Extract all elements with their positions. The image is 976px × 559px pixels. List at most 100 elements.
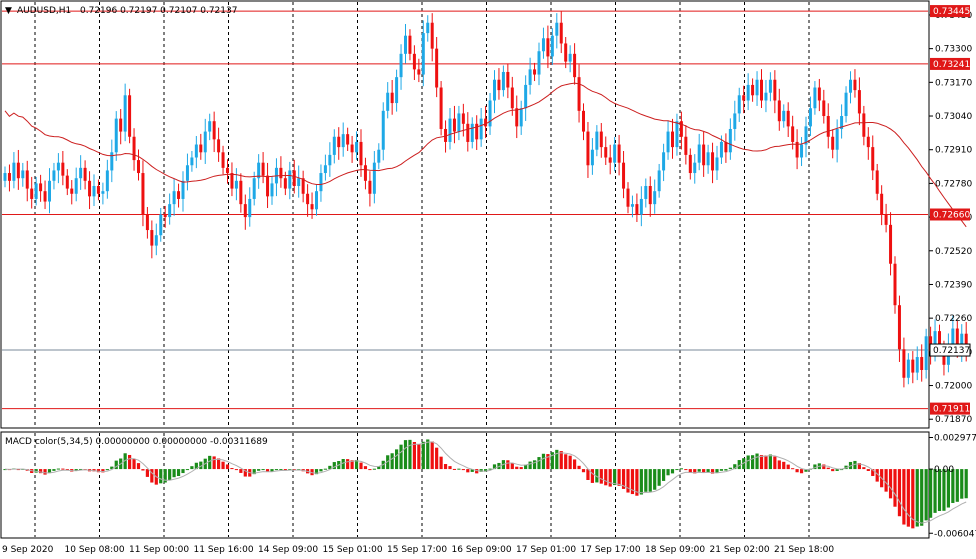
candle-body <box>461 113 465 124</box>
candle-body <box>395 77 399 104</box>
candle-body <box>279 167 283 179</box>
macd-bar <box>439 456 443 470</box>
macd-bar <box>710 469 715 474</box>
macd-bar <box>532 460 537 470</box>
macd-bar <box>546 454 550 470</box>
candle-body <box>840 116 844 129</box>
candle-body <box>595 131 599 150</box>
macd-bar <box>590 469 594 483</box>
macd-bar <box>951 469 955 503</box>
x-tick-label: 15 Sep 17:00 <box>387 545 447 555</box>
candle-body <box>844 92 848 117</box>
macd-bar <box>105 469 109 471</box>
macd-bar <box>492 464 497 470</box>
macd-bar <box>804 469 808 472</box>
candle-body <box>359 141 363 166</box>
macd-bar <box>733 464 737 470</box>
macd-bar <box>595 469 599 483</box>
macd-bar <box>555 449 559 470</box>
candle-body <box>737 95 741 114</box>
candle-body <box>764 92 768 101</box>
candle-body <box>368 180 372 194</box>
candle-body <box>795 141 799 158</box>
macd-bar <box>56 468 60 470</box>
macd-bar <box>283 469 287 471</box>
candle-body <box>711 152 715 171</box>
x-tick-label: 15 Sep 01:00 <box>323 545 383 555</box>
candle-body <box>79 167 83 179</box>
candle-body <box>746 84 750 101</box>
candle-body <box>261 162 265 176</box>
candle-body <box>773 79 777 101</box>
candle-body <box>119 118 123 132</box>
candle-body <box>323 165 327 174</box>
macd-bar <box>181 469 185 474</box>
candle-body <box>617 144 621 163</box>
macd-bar <box>648 469 652 492</box>
macd-bar <box>795 469 799 473</box>
candle-body <box>363 165 367 181</box>
macd-bar <box>386 455 390 470</box>
candle-body <box>831 136 835 150</box>
candle-body <box>448 118 452 142</box>
macd-bar <box>350 460 354 470</box>
macd-bar <box>61 468 65 470</box>
candle-body <box>208 121 212 132</box>
macd-bar <box>426 439 430 470</box>
candle-body <box>203 131 207 153</box>
candle-body <box>350 144 354 153</box>
macd-bar <box>230 468 234 470</box>
macd-bar <box>679 468 683 470</box>
level-tag-label: 0.73241 <box>933 60 970 70</box>
macd-bar <box>43 469 47 475</box>
candle-body <box>568 53 572 62</box>
macd-bar <box>635 469 639 496</box>
macd-bar <box>168 469 172 481</box>
candle-body <box>484 118 488 127</box>
candle-body <box>65 175 69 189</box>
candle-body <box>760 79 763 101</box>
macd-bar <box>212 456 216 470</box>
macd-bar <box>630 469 635 495</box>
candle-body <box>533 69 537 75</box>
candle-body <box>599 131 603 148</box>
macd-bar <box>626 469 630 493</box>
candle-body <box>733 113 737 129</box>
macd-bar <box>586 469 590 480</box>
candle-body <box>292 170 296 186</box>
x-tick-label: 11 Sep 16:00 <box>194 545 254 555</box>
level-tag <box>930 5 970 18</box>
candle-body <box>817 87 821 101</box>
candle-body <box>528 69 532 85</box>
header-arrow[interactable]: ▼ <box>5 6 12 16</box>
macd-bar <box>920 469 924 526</box>
candle-body <box>666 131 670 153</box>
macd-bar <box>911 469 915 529</box>
candle-body <box>372 162 376 194</box>
candle-body <box>915 357 919 373</box>
macd-bar <box>782 461 786 470</box>
macd-bar <box>719 469 724 471</box>
macd-bar <box>159 469 163 484</box>
candle-body <box>266 175 270 197</box>
candle-body <box>355 141 359 153</box>
macd-bar <box>506 460 510 470</box>
macd-bar <box>857 463 861 470</box>
candle-body <box>412 53 416 70</box>
macd-bar <box>541 453 546 470</box>
candle-body <box>159 214 163 236</box>
candle-body <box>626 188 630 207</box>
macd-bar <box>955 469 959 502</box>
x-tick-label: 10 Sep 08:00 <box>65 545 125 555</box>
candle-body <box>889 224 893 264</box>
macd-bar <box>964 469 968 499</box>
candle-body <box>911 359 915 373</box>
macd-bar <box>110 466 114 470</box>
macd-bar <box>568 455 572 470</box>
macd-bar <box>786 464 790 470</box>
candle-body <box>337 136 341 148</box>
macd-bar <box>150 469 154 483</box>
candle-body <box>319 173 323 192</box>
